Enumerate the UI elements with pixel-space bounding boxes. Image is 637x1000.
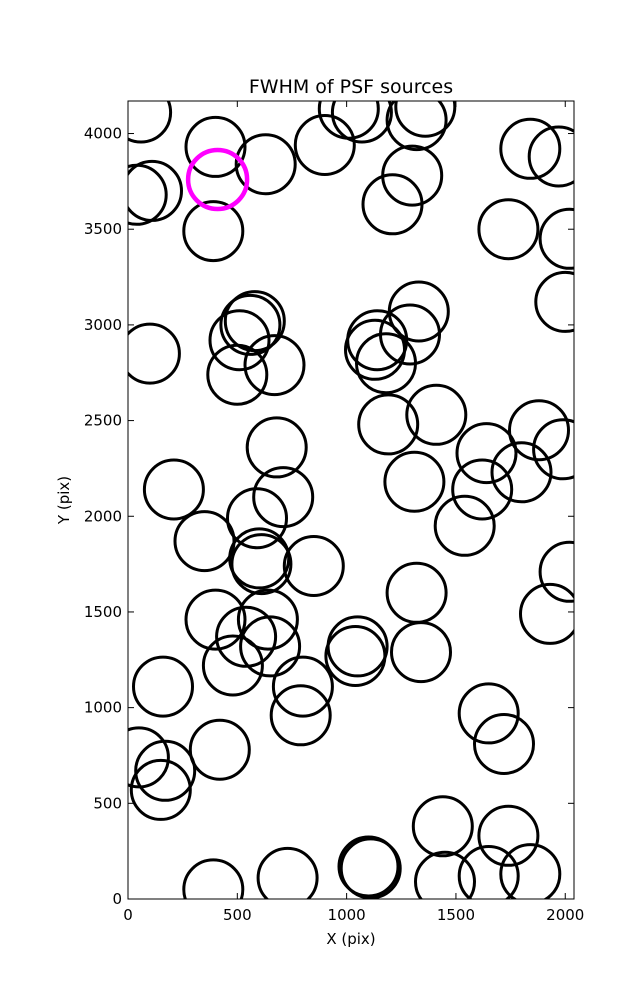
psf-source-marker [184, 588, 247, 651]
y-axis: 0 500 1000 1500 2000 2500 3000 3500 4000 [84, 125, 574, 908]
psf-source-marker [433, 494, 496, 557]
psf-source-marker [182, 858, 245, 899]
psf-source-marker [234, 133, 297, 196]
psf-source-marker [457, 845, 520, 899]
y-tick-label: 3500 [84, 220, 122, 238]
psf-source-marker [184, 115, 247, 178]
psf-source-marker [188, 718, 251, 781]
psf-source-marker [355, 332, 417, 395]
psf-source-marker [455, 422, 518, 485]
psf-source-marker [527, 125, 574, 188]
psf-source-marker [243, 334, 306, 397]
psf-source-marker [538, 540, 574, 603]
psf-source-marker [271, 655, 334, 718]
psf-source-marker [473, 713, 535, 775]
psf-source-marker [230, 533, 293, 596]
y-axis-label: Y (pix) [55, 476, 73, 525]
x-tick-label: 500 [223, 906, 252, 924]
y-tick-label: 1000 [84, 699, 122, 717]
x-axis-label: X (pix) [326, 930, 375, 948]
psf-source-marker [132, 655, 194, 718]
psf-source-marker [208, 309, 271, 372]
psf-source-marker [357, 393, 420, 456]
psf-source-marker [219, 293, 282, 356]
psf-source-marker [405, 383, 468, 446]
psf-source-marker [337, 835, 400, 898]
y-tick-label: 3000 [84, 316, 122, 334]
x-tick-label: 1500 [437, 906, 475, 924]
psf-source-marker [324, 625, 387, 687]
psf-source-marker [390, 621, 452, 684]
psf-source-marker [293, 114, 356, 176]
psf-source-marker [499, 843, 562, 899]
x-tick-label: 0 [123, 906, 133, 924]
y-tick-label: 2000 [84, 507, 122, 525]
psf-source-marker [206, 343, 269, 406]
psf-source-marker [236, 588, 299, 651]
psf-source-marker [414, 850, 476, 899]
psf-source-marker [519, 582, 574, 645]
psf-source-marker [411, 795, 474, 858]
psf-source-marker [477, 198, 540, 261]
psf-source-marker [134, 739, 197, 802]
psf-source-marker [508, 399, 570, 462]
psf-source-marker [383, 450, 446, 513]
psf-source-marker [226, 487, 288, 550]
psf-source-marker [129, 758, 192, 821]
psf-source-marker [385, 101, 448, 152]
y-tick-label: 0 [112, 890, 122, 908]
highlighted-source-marker [185, 147, 250, 212]
psf-source-marker [245, 416, 308, 479]
psf-source-marker [394, 101, 457, 138]
psf-source-marker [128, 322, 181, 385]
psf-source-marker [538, 207, 574, 270]
psf-source-marker [490, 441, 553, 504]
psf-source-marker [451, 458, 514, 521]
psf-source-marker [215, 605, 278, 668]
x-tick-label: 1000 [328, 906, 366, 924]
y-tick-label: 2500 [84, 412, 122, 430]
psf-source-marker [282, 535, 345, 597]
psf-source-marker [252, 466, 315, 529]
psf-source-marker [457, 682, 520, 745]
psf-source-marker [182, 200, 245, 263]
y-tick-label: 4000 [84, 125, 122, 143]
psf-source-marker [142, 458, 205, 521]
y-tick-label: 1500 [84, 603, 122, 621]
psf-source-marker [256, 846, 319, 899]
psf-source-marker [128, 159, 183, 222]
y-tick-label: 500 [93, 794, 122, 812]
psf-source-marker [239, 615, 302, 678]
psf-source-marker [499, 117, 562, 180]
x-tick-label: 2000 [546, 906, 584, 924]
psf-source-marker [269, 684, 332, 747]
psf-source-marker [330, 101, 393, 144]
plot-frame [127, 100, 575, 900]
x-axis: 0 500 1000 1500 2000 [123, 101, 584, 924]
psf-source-marker [228, 527, 291, 590]
chart-title: FWHM of PSF sources [249, 76, 453, 98]
psf-source-marker [477, 804, 540, 867]
psf-source-marker [534, 270, 574, 333]
psf-source-marker [128, 101, 173, 144]
marker-layer [128, 101, 574, 899]
psf-source-marker [201, 634, 264, 697]
psf-source-marker [532, 418, 574, 481]
psf-source-marker [344, 318, 406, 381]
psf-source-marker [361, 173, 424, 236]
psf-source-marker [339, 837, 402, 899]
